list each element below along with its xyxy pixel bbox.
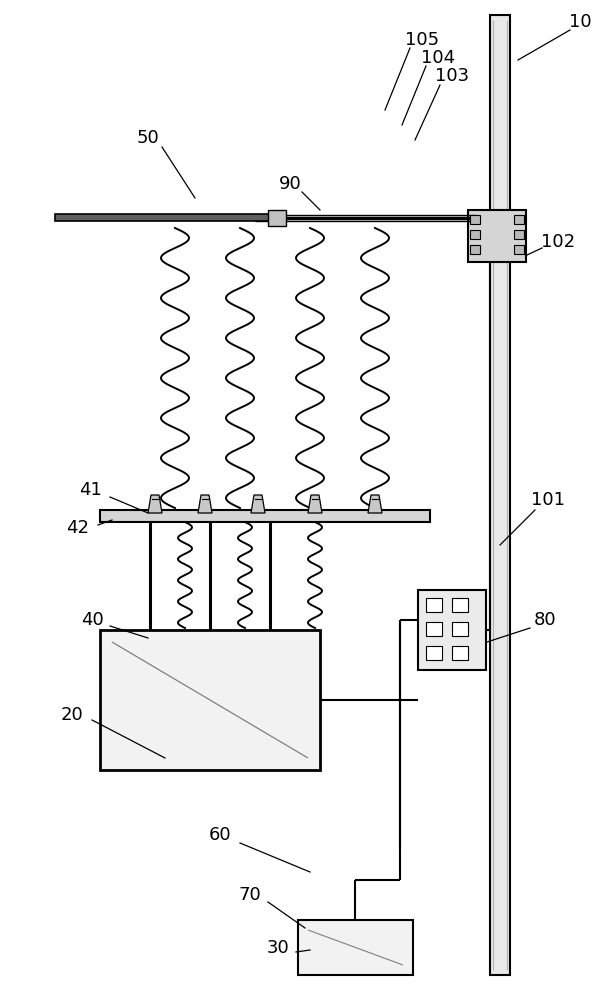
Bar <box>426 598 442 612</box>
Bar <box>470 215 480 224</box>
Text: 30: 30 <box>267 939 290 957</box>
Bar <box>468 210 526 262</box>
Bar <box>100 630 320 770</box>
Bar <box>470 245 480 254</box>
Text: 101: 101 <box>531 491 565 509</box>
Bar <box>452 598 468 612</box>
Bar <box>514 245 524 254</box>
Text: 70: 70 <box>238 886 261 904</box>
Polygon shape <box>198 495 212 513</box>
Text: 105: 105 <box>405 31 439 49</box>
Bar <box>55 214 280 221</box>
Bar <box>100 510 430 522</box>
Polygon shape <box>251 495 265 513</box>
Text: 20: 20 <box>61 706 83 724</box>
Text: 42: 42 <box>66 519 90 537</box>
Text: 102: 102 <box>541 233 575 251</box>
Bar <box>490 15 510 975</box>
Bar <box>298 920 413 975</box>
Polygon shape <box>368 495 382 513</box>
Text: 41: 41 <box>79 481 102 499</box>
Text: 104: 104 <box>421 49 455 67</box>
Text: 50: 50 <box>137 129 160 147</box>
Bar <box>514 215 524 224</box>
Bar <box>426 622 442 636</box>
Bar <box>470 230 480 239</box>
Text: 103: 103 <box>435 67 469 85</box>
Bar <box>452 622 468 636</box>
Bar <box>514 230 524 239</box>
Bar <box>268 210 286 226</box>
Text: 60: 60 <box>209 826 231 844</box>
Polygon shape <box>148 495 162 513</box>
Polygon shape <box>308 495 322 513</box>
Bar <box>452 646 468 660</box>
Text: 10: 10 <box>569 13 591 31</box>
Bar <box>426 646 442 660</box>
Text: 80: 80 <box>534 611 556 629</box>
Bar <box>418 590 486 670</box>
Text: 40: 40 <box>81 611 104 629</box>
Text: 90: 90 <box>279 175 302 193</box>
